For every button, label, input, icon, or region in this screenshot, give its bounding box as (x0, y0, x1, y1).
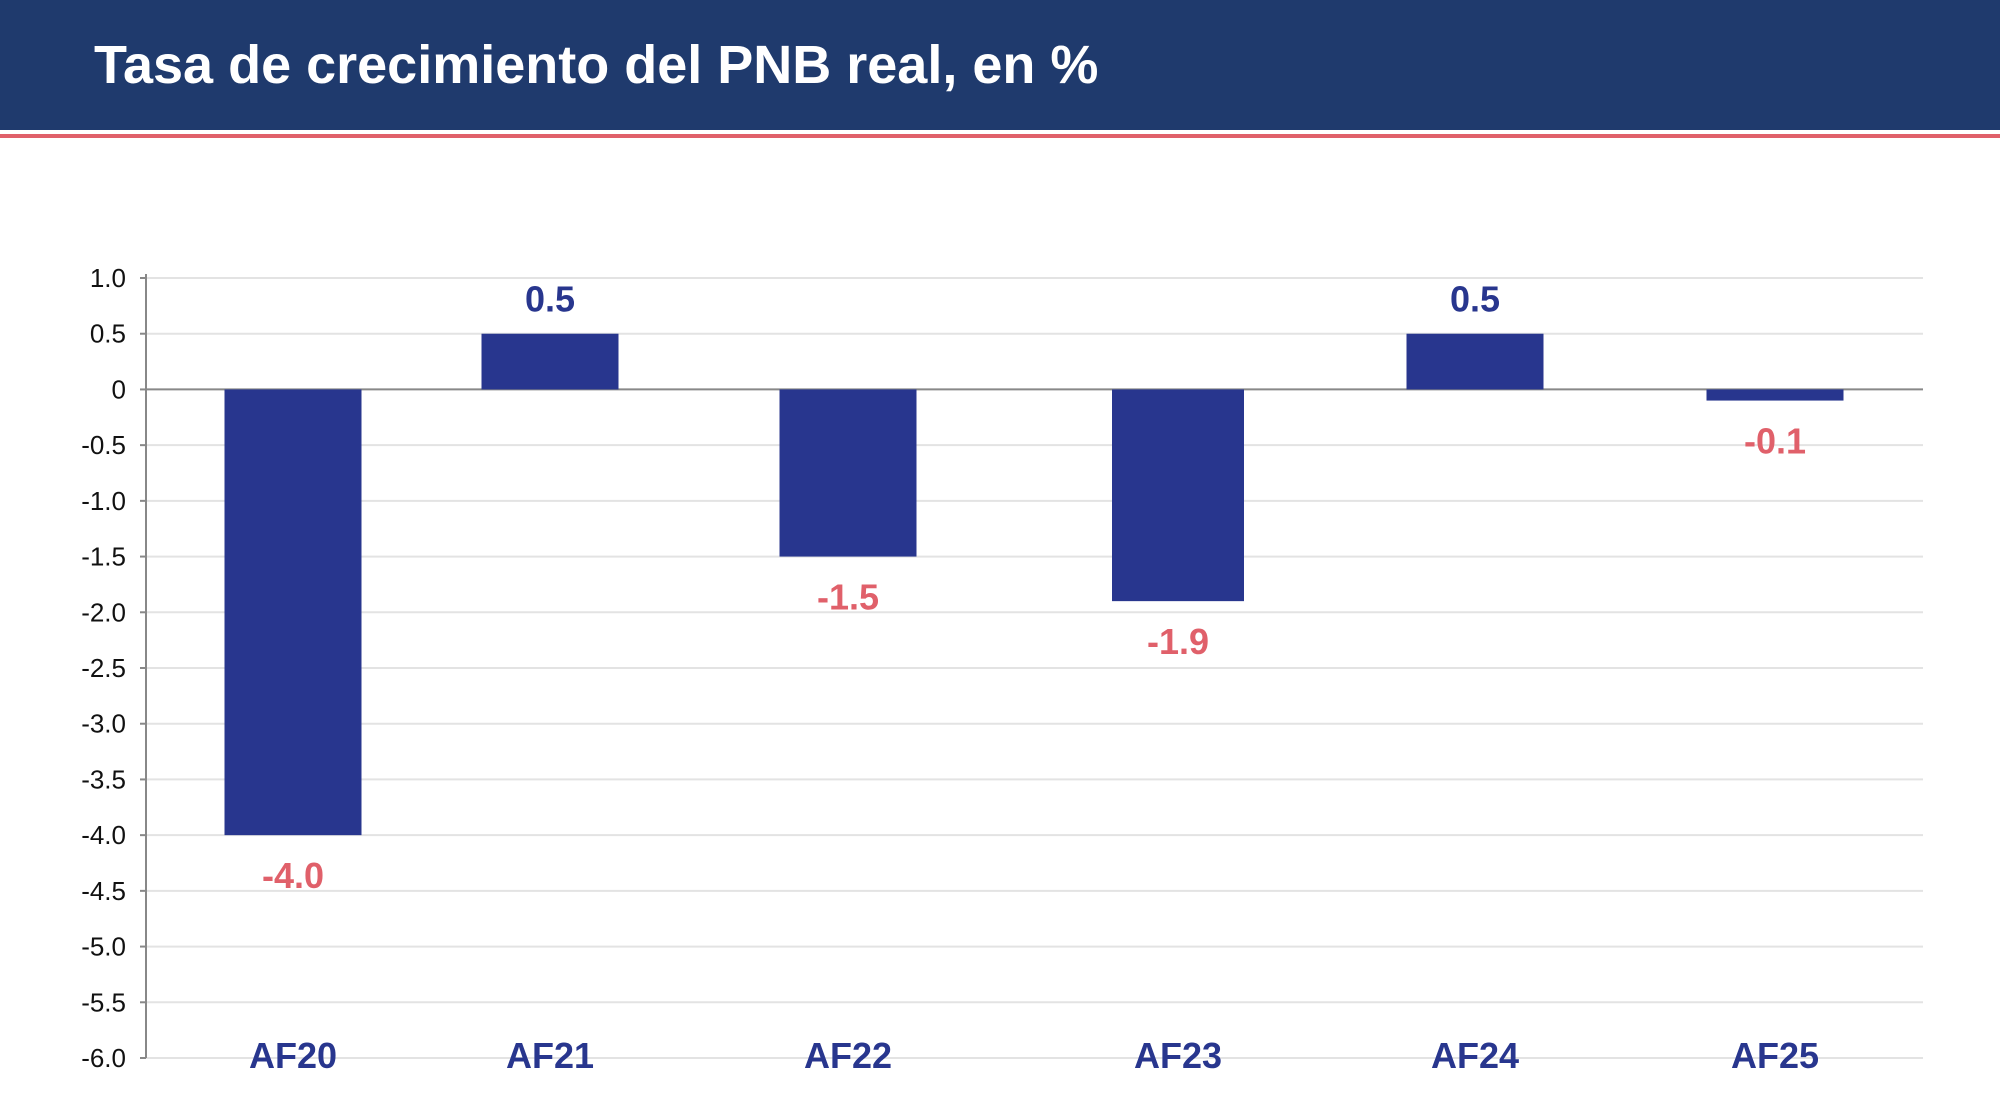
gridlines (146, 277, 1923, 1059)
header-accent-line (0, 134, 2000, 138)
y-tick-label: -1.0 (81, 486, 126, 516)
y-tick-label: -1.5 (81, 542, 126, 572)
data-label-af21: 0.5 (525, 279, 575, 320)
y-tick-label: -5.0 (81, 932, 126, 962)
y-tick-label: -0.5 (81, 430, 126, 460)
bar-af22 (779, 389, 917, 557)
labels: 1.0 0.5 0 -0.5 -1.0 -1.5 -2.0 -2.5 -3.0 -3.5 -4.0 -… (81, 263, 1819, 1076)
bar-af20 (224, 389, 362, 836)
y-tick-label: -4.0 (81, 820, 126, 850)
data-label-af20: -4.0 (262, 855, 324, 896)
x-category-label: AF23 (1134, 1035, 1222, 1076)
x-category-label: AF25 (1731, 1035, 1819, 1076)
data-label-af23: -1.9 (1147, 621, 1209, 662)
y-tick-label: -3.5 (81, 764, 126, 794)
y-tick-label: 0 (112, 374, 126, 404)
x-category-label: AF20 (249, 1035, 337, 1076)
y-tick-label: 1.0 (90, 263, 126, 293)
y-tick-label: 0.5 (90, 319, 126, 349)
y-tick-label: -6.0 (81, 1043, 126, 1073)
chart-title: Tasa de crecimiento del PNB real, en % (94, 35, 1099, 95)
data-label-af25: -0.1 (1744, 421, 1806, 462)
x-category-label: AF24 (1431, 1035, 1519, 1076)
bar-af23 (1112, 389, 1244, 602)
y-tick-label: -3.0 (81, 709, 126, 739)
bar-af25 (1706, 389, 1844, 401)
y-tick-label: -2.0 (81, 597, 126, 627)
bar-af21 (481, 333, 619, 390)
data-label-af22: -1.5 (817, 577, 879, 618)
x-category-label: AF21 (506, 1035, 594, 1076)
y-tick-label: -2.5 (81, 653, 126, 683)
bar-af24 (1406, 333, 1544, 390)
header-bar (0, 0, 2000, 130)
axes (140, 274, 1923, 1059)
data-label-af24: 0.5 (1450, 279, 1500, 320)
x-category-label: AF22 (804, 1035, 892, 1076)
y-tick-label: -5.5 (81, 987, 126, 1017)
y-tick-label: -4.5 (81, 876, 126, 906)
bars (224, 333, 1844, 836)
